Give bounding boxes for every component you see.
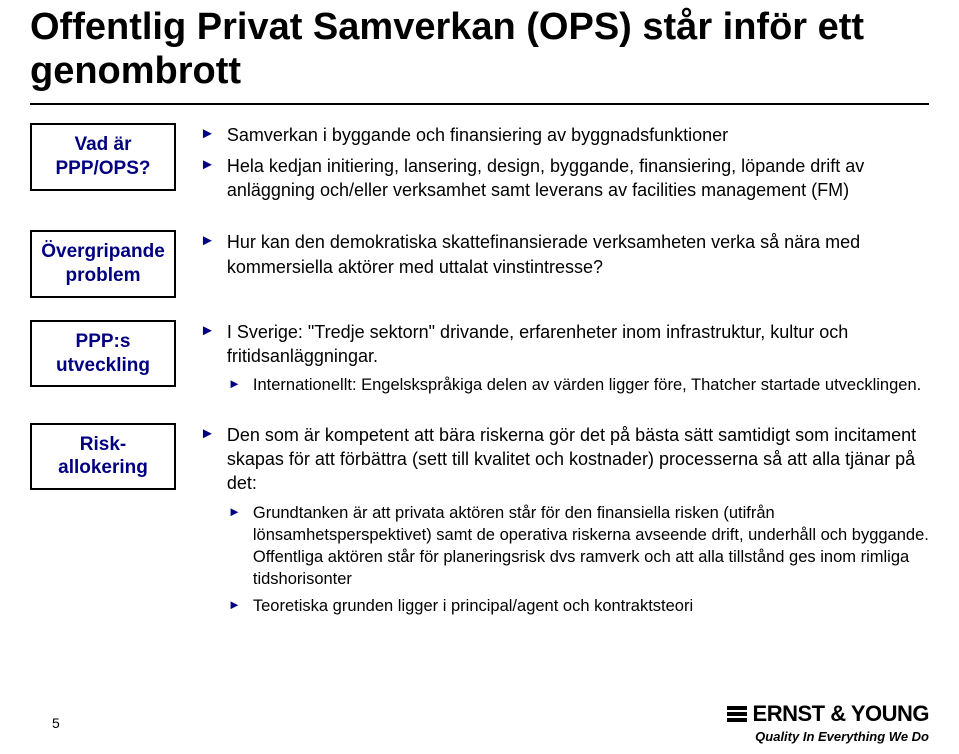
bullet-text: I Sverige: "Tredje sektorn" drivande, er…: [227, 320, 929, 369]
section-row: PPP:s utveckling ► I Sverige: "Tredje sekt…: [30, 320, 929, 401]
sub-bullet: ► Internationellt: Engelskspråkiga delen …: [228, 374, 929, 396]
bullet-text: Hur kan den demokratiska skattefinansier…: [227, 230, 929, 279]
bullet: ► Den som är kompetent att bära riskerna …: [200, 423, 929, 496]
bullet: ► I Sverige: "Tredje sektorn" drivande, e…: [200, 320, 929, 369]
footer: 5 ERNST & YOUNG Quality In Everything We…: [0, 701, 959, 744]
bullet: ► Samverkan i byggande och finansiering a…: [200, 123, 929, 147]
section-row: Risk-allokering ► Den som är kompetent att…: [30, 423, 929, 621]
content-area: Vad är PPP/OPS? ► Samverkan i byggande och…: [30, 123, 929, 620]
page-number: 5: [52, 715, 60, 731]
section-row: Vad är PPP/OPS? ► Samverkan i byggande och…: [30, 123, 929, 208]
section-row: Övergripande problem ► Hur kan den demokra…: [30, 230, 929, 298]
bullet-text: Samverkan i byggande och finansiering av…: [227, 123, 929, 147]
brand-logo: ERNST & YOUNG: [727, 701, 929, 727]
bullet-marker-icon: ►: [228, 374, 241, 394]
brand-tagline: Quality In Everything We Do: [755, 729, 929, 744]
bullet-text: Hela kedjan initiering, lansering, desig…: [227, 154, 929, 203]
bullet-marker-icon: ►: [200, 154, 215, 177]
bullet-text: Internationellt: Engelskspråkiga delen a…: [253, 374, 929, 396]
section-label-box: PPP:s utveckling: [30, 320, 176, 388]
bullet-marker-icon: ►: [228, 595, 241, 615]
brand-block: ERNST & YOUNG Quality In Everything We D…: [727, 701, 929, 744]
section-label-box: Vad är PPP/OPS?: [30, 123, 176, 191]
sub-bullet: ► Teoretiska grunden ligger i principal/a…: [228, 595, 929, 617]
brand-name: ERNST & YOUNG: [753, 701, 929, 727]
slide-page: Offentlig Privat Samverkan (OPS) står in…: [0, 0, 959, 754]
bullet-list: ► Hur kan den demokratiska skattefinansie…: [200, 230, 929, 285]
brand-bars-icon: [727, 705, 747, 723]
section-label-box: Övergripande problem: [30, 230, 176, 298]
bullet: ► Hur kan den demokratiska skattefinansie…: [200, 230, 929, 279]
bullet-marker-icon: ►: [200, 423, 215, 446]
sub-bullet: ► Grundtanken är att privata aktören står…: [228, 502, 929, 591]
bullet-marker-icon: ►: [200, 230, 215, 253]
section-label-box: Risk-allokering: [30, 423, 176, 491]
bullet: ► Hela kedjan initiering, lansering, desi…: [200, 154, 929, 203]
page-title: Offentlig Privat Samverkan (OPS) står in…: [30, 0, 929, 105]
bullet-marker-icon: ►: [200, 320, 215, 343]
bullet-text: Teoretiska grunden ligger i principal/ag…: [253, 595, 929, 617]
bullet-text: Den som är kompetent att bära riskerna g…: [227, 423, 929, 496]
bullet-list: ► Samverkan i byggande och finansiering a…: [200, 123, 929, 208]
bullet-text: Grundtanken är att privata aktören står …: [253, 502, 929, 591]
bullet-list: ► I Sverige: "Tredje sektorn" drivande, e…: [200, 320, 929, 401]
bullet-list: ► Den som är kompetent att bära riskerna …: [200, 423, 929, 621]
bullet-marker-icon: ►: [228, 502, 241, 522]
bullet-marker-icon: ►: [200, 123, 215, 146]
